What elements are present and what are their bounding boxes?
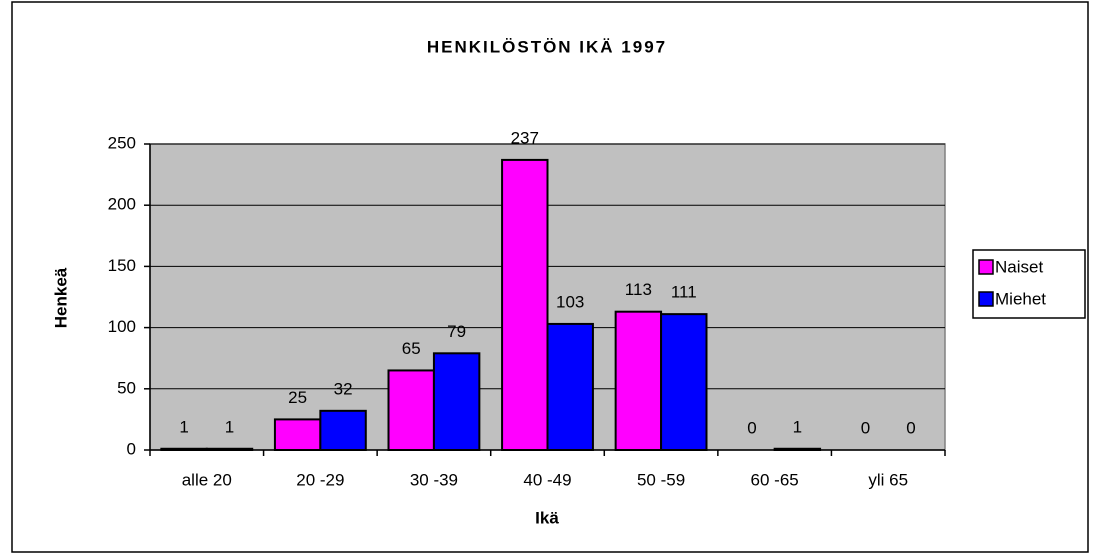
x-tick-label: 60 -65 — [751, 470, 799, 489]
y-tick-label: 100 — [108, 317, 136, 336]
bar — [614, 310, 663, 451]
value-label: 65 — [402, 339, 421, 358]
x-tick-label: 40 -49 — [523, 470, 571, 489]
value-label: 0 — [747, 418, 756, 437]
value-label: 25 — [288, 388, 307, 407]
chart-title: HENKILÖSTÖN IKÄ 1997 — [427, 37, 667, 56]
y-tick-label: 200 — [108, 195, 136, 214]
legend-label: Naiset — [995, 257, 1043, 276]
x-tick-label: alle 20 — [182, 470, 232, 489]
y-tick-label: 150 — [108, 256, 136, 275]
y-tick-label: 50 — [117, 378, 136, 397]
bar — [319, 409, 367, 451]
y-tick-label: 0 — [127, 439, 136, 458]
x-tick-label: 50 -59 — [637, 470, 685, 489]
x-axis-label: Ikä — [535, 508, 559, 527]
x-tick-label: 20 -29 — [296, 470, 344, 489]
value-label: 1 — [793, 417, 802, 436]
value-label: 0 — [861, 418, 870, 437]
x-tick-label: 30 -39 — [410, 470, 458, 489]
bar — [546, 322, 594, 452]
value-label: 0 — [906, 418, 915, 437]
legend-swatch — [978, 291, 994, 307]
bar — [273, 418, 322, 451]
value-label: 1 — [179, 417, 188, 436]
y-tick-label: 250 — [108, 133, 136, 152]
legend-label: Miehet — [995, 289, 1046, 308]
bar — [501, 158, 549, 452]
value-label: 1 — [225, 417, 234, 436]
bar — [205, 447, 254, 452]
legend-swatch — [978, 259, 994, 275]
value-label: 113 — [625, 280, 652, 299]
bar — [660, 313, 708, 451]
bar — [387, 369, 435, 451]
bar — [432, 352, 481, 451]
value-label: 79 — [447, 322, 466, 341]
value-label: 237 — [511, 128, 539, 147]
bar — [160, 447, 208, 452]
y-axis-label: Henkeä — [51, 267, 70, 328]
x-tick-label: yli 65 — [868, 470, 908, 489]
bar — [773, 447, 822, 452]
value-label: 111 — [671, 283, 697, 302]
value-label: 103 — [556, 292, 584, 311]
value-label: 32 — [334, 379, 353, 398]
